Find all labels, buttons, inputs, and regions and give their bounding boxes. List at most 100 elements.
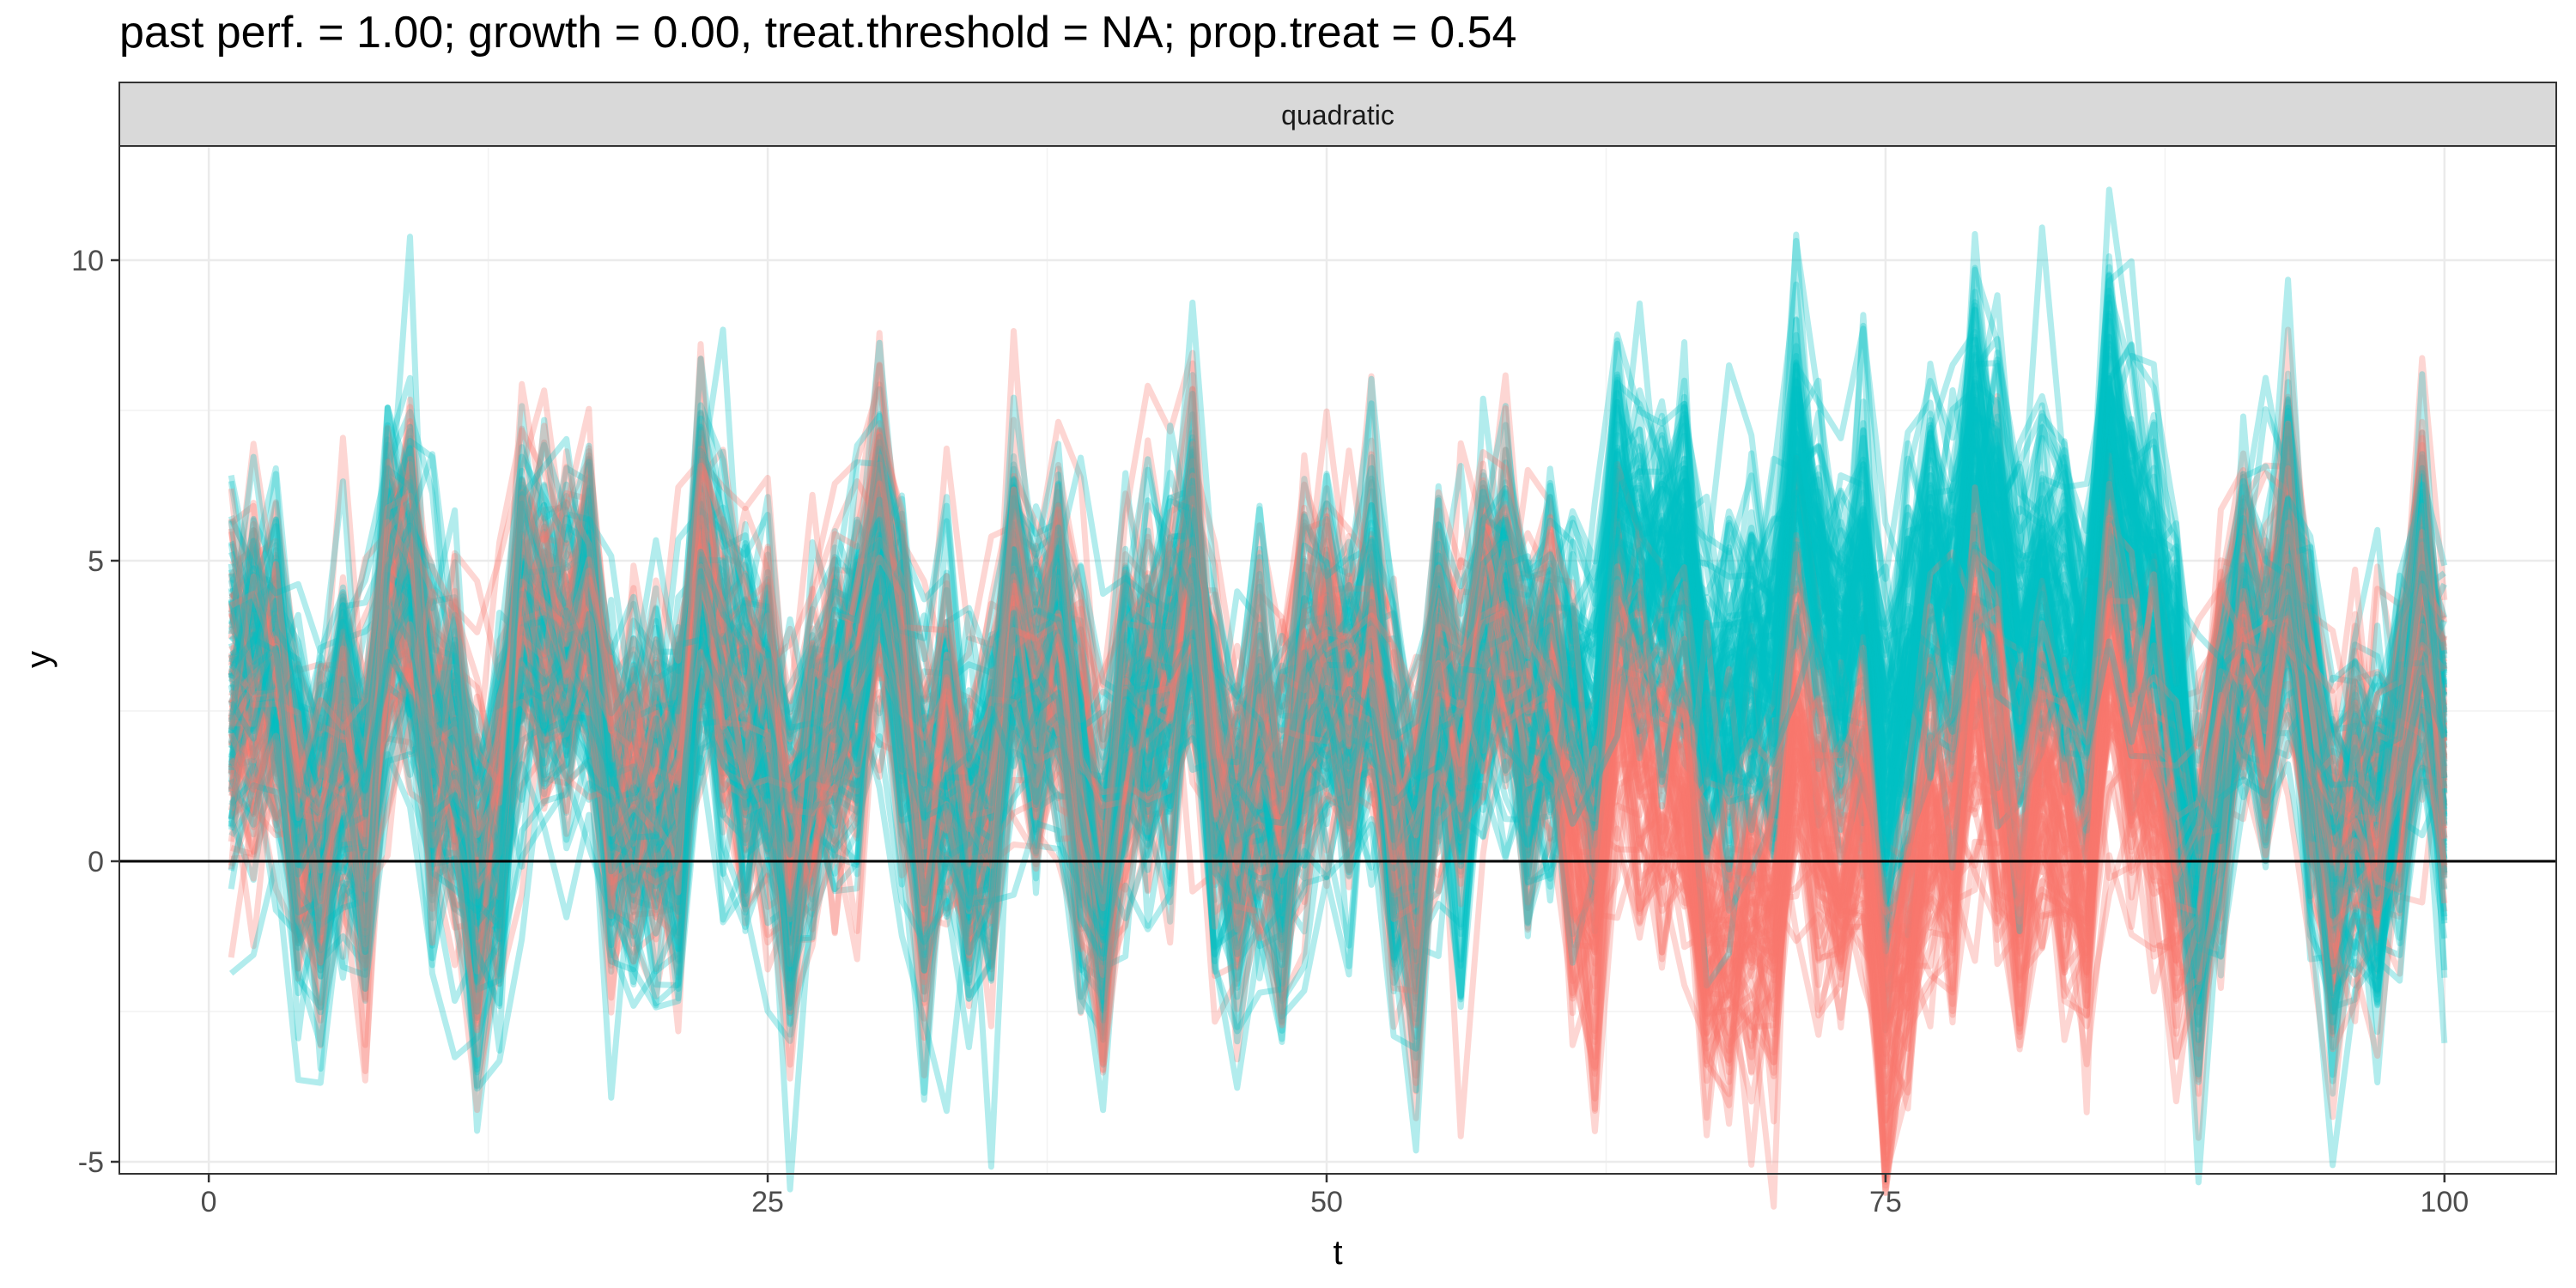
series-line-control-31	[228, 507, 2448, 1103]
series-line-treated-112	[228, 336, 2448, 1036]
series-line-treated-58	[228, 386, 2448, 1036]
series-line-control-129	[228, 509, 2448, 1139]
series-line-control-14	[228, 537, 2448, 1148]
series-line-treated-48	[228, 385, 2448, 967]
series-line-treated-118	[228, 353, 2448, 975]
series-line-control-145	[228, 447, 2448, 1037]
series-line-treated-23	[230, 386, 2448, 1011]
series-line-treated-26	[228, 426, 2447, 989]
series-line-treated-137	[228, 461, 2448, 1193]
series-line-treated-102	[228, 300, 2448, 1005]
series-line-control-39	[228, 472, 2448, 1007]
series-line-treated-62	[231, 341, 2448, 1001]
series-line-treated-147	[228, 443, 2448, 984]
series-line-treated-27	[228, 253, 2447, 1084]
series-line-control-85	[228, 481, 2448, 1125]
series-line-control-0	[229, 410, 2448, 960]
y-axis: -5 0 5 10	[71, 245, 119, 1179]
series-line-control-87	[228, 499, 2448, 1168]
series-line-treated-63	[228, 379, 2448, 990]
series-line-control-78	[228, 396, 2447, 967]
series-line-treated-154	[228, 322, 2448, 984]
series-line-control-127	[228, 341, 2448, 944]
series-line-treated-32	[230, 423, 2448, 1042]
chart-title: past perf. = 1.00; growth = 0.00, treat.…	[119, 8, 1517, 58]
series-line-treated-83	[228, 409, 2448, 1051]
series-line-treated-116	[228, 447, 2448, 1094]
series-line-control-115	[228, 510, 2448, 1124]
series-line-treated-93	[228, 301, 2448, 873]
series-line-treated-4	[228, 334, 2448, 988]
series-line-control-162	[228, 445, 2447, 1109]
series-line-treated-88	[228, 375, 2448, 1033]
series-line-treated-84	[228, 386, 2448, 982]
series-line-treated-33	[228, 352, 2448, 905]
series-line-control-97	[228, 447, 2446, 1024]
series-line-treated-3	[228, 448, 2448, 1011]
series-line-treated-167	[228, 264, 2448, 909]
series-line-treated-148	[228, 341, 2448, 1009]
series-line-control-11	[229, 360, 2448, 912]
series-line-treated-166	[228, 334, 2448, 1015]
series-line-treated-37	[228, 435, 2448, 957]
series-line-treated-54	[228, 404, 2448, 938]
series-line-control-164	[228, 499, 2448, 1179]
series-line-control-89	[228, 355, 2448, 1097]
series-line-treated-134	[228, 387, 2448, 1061]
series-line-control-90	[228, 538, 2448, 1127]
series-line-control-16	[228, 527, 2448, 1049]
series-line-control-10	[229, 355, 2448, 951]
series-line-control-163	[228, 420, 2448, 957]
series-line-control-168	[228, 426, 2448, 1124]
series-line-control-20	[228, 550, 2445, 1070]
y-axis-title: y	[20, 651, 58, 668]
series-line-control-7	[228, 362, 2445, 1026]
y-tick-label: 5	[88, 545, 104, 578]
series-line-treated-142	[230, 459, 2448, 1085]
series-line-treated-100	[228, 386, 2448, 993]
y-tick-label: -5	[78, 1146, 104, 1179]
series-line-treated-41	[228, 511, 2448, 1134]
series-line-control-35	[228, 423, 2448, 1145]
series-line-control-130	[228, 486, 2448, 1066]
series-line-control-126	[229, 416, 2448, 1185]
x-tick-label: 50	[1310, 1186, 1343, 1218]
y-tick-label: 0	[88, 846, 104, 878]
series-line-treated-110	[229, 390, 2448, 938]
series-line-control-104	[228, 460, 2448, 990]
x-axis: 0 25 50 75 100	[201, 1174, 2469, 1218]
series-line-treated-75	[228, 349, 2446, 1017]
series-line-control-141	[228, 328, 2448, 906]
series-line-control-109	[228, 448, 2448, 995]
facet-label: quadratic	[1281, 100, 1394, 131]
series-line-control-71	[228, 441, 2448, 1163]
series-line-control-172	[229, 386, 2448, 1012]
series-line-control-103	[228, 558, 2448, 1068]
series-line-treated-18	[228, 355, 2448, 1069]
series-lines	[228, 186, 2448, 1210]
series-line-control-42	[228, 452, 2448, 953]
series-line-treated-38	[228, 439, 2448, 1009]
series-line-control-53	[229, 475, 2448, 1052]
series-line-control-95	[228, 526, 2448, 1121]
series-line-treated-5	[228, 362, 2448, 1011]
series-line-treated-67	[228, 443, 2448, 1036]
series-line-treated-152	[228, 415, 2448, 907]
series-line-treated-46	[228, 396, 2448, 979]
x-tick-label: 100	[2420, 1186, 2469, 1218]
series-line-treated-136	[228, 471, 2448, 1101]
series-line-treated-36	[228, 375, 2448, 966]
series-line-treated-19	[228, 429, 2448, 1085]
series-line-treated-86	[228, 264, 2446, 977]
series-line-control-9	[228, 515, 2448, 1156]
series-line-control-143	[228, 495, 2448, 948]
series-line-treated-68	[228, 317, 2448, 950]
series-line-treated-124	[228, 356, 2448, 1002]
series-line-treated-114	[228, 483, 2445, 1078]
series-line-control-160	[228, 446, 2448, 1018]
plot-panel	[119, 146, 2556, 1174]
series-line-treated-135	[228, 495, 2448, 1186]
series-line-treated-146	[228, 360, 2448, 998]
series-line-treated-50	[228, 346, 2448, 1009]
